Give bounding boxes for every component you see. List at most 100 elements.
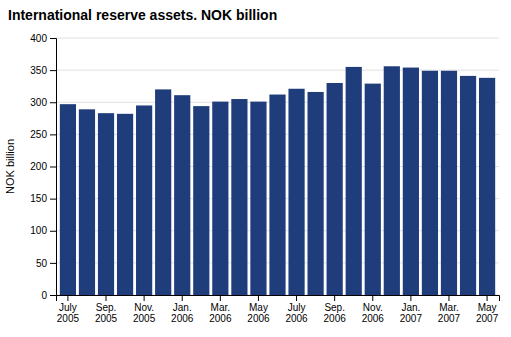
bar [460, 76, 476, 295]
x-tick-label-line: 2006 [247, 313, 270, 324]
grid-line [56, 38, 499, 39]
x-tick-label-line: July [288, 302, 306, 313]
y-tick: 200 [30, 161, 56, 172]
x-tick-label-line: Mar. [211, 302, 230, 313]
bar [174, 95, 190, 295]
y-tick-mark [50, 263, 56, 264]
bar [60, 104, 76, 295]
x-tick-label-line: 2005 [133, 313, 156, 324]
x-tick-mark [372, 295, 373, 301]
x-tick-label-line: 2007 [400, 313, 423, 324]
x-tick-label-line: Nov. [363, 302, 383, 313]
y-tick-label: 150 [30, 193, 47, 204]
x-axis-line [57, 296, 500, 302]
x-tick: Jan.2006 [171, 295, 194, 324]
bar [250, 102, 266, 295]
y-tick-mark [50, 134, 56, 135]
title: International reserve assets. NOK billio… [8, 7, 277, 23]
x-tick-mark [220, 295, 221, 301]
bar [403, 68, 419, 295]
y-tick-label: 0 [41, 290, 47, 301]
x-tick: Sep.2006 [324, 295, 347, 324]
bar [212, 102, 228, 295]
x-tick-mark [334, 295, 335, 301]
x-axis: July2005Sep.2005Nov.2005Jan.2006Mar.2006… [57, 295, 500, 324]
y-tick: 350 [30, 65, 56, 76]
x-tick-mark [258, 295, 259, 301]
bar [441, 71, 457, 295]
x-tick-label: Jan.2006 [171, 302, 194, 324]
grid [56, 38, 499, 295]
x-tick-label: May2007 [476, 302, 499, 324]
x-tick-label-line: 2006 [209, 313, 232, 324]
y-tick-label: 350 [30, 65, 47, 76]
bar [327, 83, 343, 295]
bar [365, 84, 381, 295]
x-tick: Jan.2007 [400, 295, 423, 324]
y-tick-mark [50, 102, 56, 103]
x-tick-label-line: 2006 [362, 313, 385, 324]
y-tick: 300 [30, 97, 56, 108]
x-tick-label-line: Sep. [324, 302, 345, 313]
x-tick-mark [144, 295, 145, 301]
x-tick-label: Mar.2007 [438, 302, 461, 324]
y-tick-mark [50, 199, 56, 200]
x-tick-label-line: Sep. [96, 302, 117, 313]
bar [117, 114, 133, 295]
y-tick-mark [50, 231, 56, 232]
y-tick: 250 [30, 129, 56, 140]
bar [136, 105, 152, 295]
x-tick: Mar.2007 [438, 295, 461, 324]
x-tick-label-line: Nov. [134, 302, 154, 313]
bar [422, 71, 438, 295]
x-tick: May2006 [247, 295, 270, 324]
bar [308, 92, 324, 295]
x-tick-mark [487, 295, 488, 301]
x-tick-label-line: 2005 [57, 313, 80, 324]
x-tick-mark [182, 295, 183, 301]
y-tick-mark [50, 167, 56, 168]
x-tick-label: May2006 [247, 302, 270, 324]
x-tick-label-line: 2007 [438, 313, 461, 324]
x-tick-mark [410, 295, 411, 301]
y-axis: 050100150200250300350400 [30, 33, 56, 301]
x-tick-label-line: 2006 [285, 313, 308, 324]
x-tick-mark [296, 295, 297, 301]
x-tick: July2005 [57, 295, 80, 324]
bar [231, 99, 247, 295]
bar [346, 67, 362, 295]
x-tick-label-line: Mar. [439, 302, 458, 313]
bar [288, 89, 304, 295]
x-tick: Nov.2005 [133, 295, 156, 324]
y-tick: 150 [30, 193, 56, 204]
x-tick-label-line: 2006 [324, 313, 347, 324]
x-tick-label-line: Jan. [173, 302, 192, 313]
bar [193, 106, 209, 295]
x-tick-label-line: May [249, 302, 268, 313]
x-tick-label-line: July [59, 302, 77, 313]
grid-line [56, 70, 499, 71]
chart: 050100150200250300350400July2005Sep.2005… [0, 0, 511, 337]
x-tick: May2007 [476, 295, 499, 324]
x-tick-label: July2005 [57, 302, 80, 324]
y-tick-label: 300 [30, 97, 47, 108]
y-tick-label: 200 [30, 161, 47, 172]
y-axis-line [50, 39, 57, 296]
y-tick: 100 [30, 225, 56, 236]
y-tick-label: 400 [30, 33, 47, 44]
y-tick: 400 [30, 33, 56, 44]
x-tick-label-line: Jan. [401, 302, 420, 313]
x-tick: Nov.2006 [362, 295, 385, 324]
y-tick: 0 [41, 290, 56, 301]
x-tick-label-line: 2005 [95, 313, 118, 324]
x-tick: July2006 [285, 295, 308, 324]
bar [384, 66, 400, 295]
bar [155, 89, 171, 295]
bar [479, 78, 495, 295]
x-tick-label: Nov.2006 [362, 302, 385, 324]
y-tick-mark [50, 38, 56, 39]
y-tick-label: 100 [30, 225, 47, 236]
x-tick: Sep.2005 [95, 295, 118, 324]
bar [98, 113, 114, 295]
y-axis-title: NOK billion [4, 139, 16, 194]
